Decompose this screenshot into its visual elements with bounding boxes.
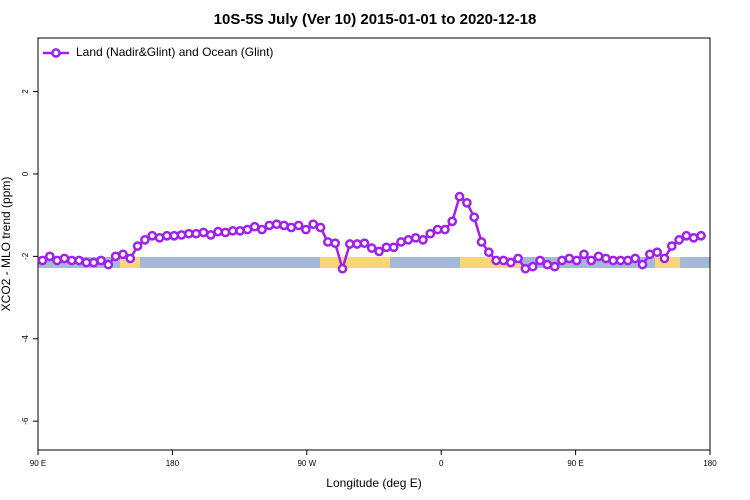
data-point — [315, 222, 326, 233]
data-point — [388, 242, 399, 253]
data-point — [418, 235, 428, 245]
data-point — [125, 253, 136, 264]
data-point — [330, 238, 341, 249]
x-axis-label: Longitude (deg E) — [326, 476, 421, 490]
data-point — [483, 247, 494, 258]
x-tick-label: 180 — [166, 459, 180, 468]
land-band — [320, 257, 390, 268]
data-point — [352, 239, 362, 249]
data-point — [132, 241, 143, 251]
x-tick-label: 180 — [703, 459, 717, 468]
data-point — [425, 228, 436, 239]
data-point — [476, 237, 487, 247]
data-point — [366, 243, 377, 253]
data-point — [293, 220, 304, 231]
data-point — [586, 255, 597, 266]
data-point — [440, 224, 450, 235]
data-point — [374, 246, 384, 257]
data-point — [571, 255, 582, 266]
x-tick-label: 90 W — [297, 459, 316, 468]
data-point — [674, 235, 684, 245]
data-point — [505, 257, 516, 268]
data-point — [535, 255, 545, 266]
y-axis-label: XCO2 - MLO trend (ppm) — [0, 177, 13, 312]
ocean-band — [390, 257, 460, 268]
ocean-band — [140, 257, 320, 268]
data-point — [579, 249, 589, 260]
data-point — [323, 237, 333, 247]
data-point — [454, 191, 465, 202]
plot-frame — [37, 37, 711, 451]
data-point — [527, 261, 538, 272]
data-point — [549, 261, 560, 272]
data-point — [118, 249, 128, 260]
x-tick-label: 90 E — [30, 459, 46, 468]
data-point — [205, 230, 216, 240]
y-tick-label: -2 — [21, 252, 30, 260]
data-point — [337, 263, 348, 274]
y-tick-label: 2 — [21, 89, 30, 94]
data-point — [696, 230, 706, 241]
data-point — [271, 219, 282, 230]
data-point — [191, 228, 201, 239]
data-point — [96, 255, 106, 266]
data-point — [257, 224, 267, 235]
legend-marker — [51, 48, 61, 58]
data-point — [666, 241, 677, 251]
chart-title: 10S-5S July (Ver 10) 2015-01-01 to 2020-… — [214, 11, 537, 28]
x-tick-label: 0 — [439, 459, 444, 468]
data-point — [652, 247, 662, 258]
data-point — [264, 220, 275, 231]
land-band — [460, 257, 522, 268]
data-point — [213, 226, 223, 237]
data-point — [103, 259, 114, 270]
y-tick-label: -4 — [21, 335, 30, 343]
data-point — [630, 253, 641, 264]
data-point — [447, 216, 458, 227]
data-point — [176, 230, 187, 240]
data-point — [220, 227, 231, 238]
data-point — [637, 259, 648, 270]
data-point — [308, 219, 319, 230]
land-band — [655, 257, 680, 268]
data-point — [513, 253, 523, 264]
data-point — [169, 230, 180, 241]
data-point — [659, 253, 670, 264]
data-point — [235, 225, 245, 236]
data-point — [140, 235, 150, 245]
data-point — [301, 224, 311, 235]
data-point — [462, 197, 472, 208]
y-tick-label: 0 — [21, 171, 30, 176]
data-point — [469, 212, 480, 223]
ocean-band — [680, 257, 710, 268]
legend-label: Land (Nadir&Glint) and Ocean (Glint) — [76, 45, 273, 59]
x-tick-label: 90 E — [567, 459, 583, 468]
data-point — [44, 251, 55, 262]
data-point — [37, 255, 48, 266]
y-tick-label: -6 — [21, 417, 30, 425]
data-point — [359, 238, 370, 249]
